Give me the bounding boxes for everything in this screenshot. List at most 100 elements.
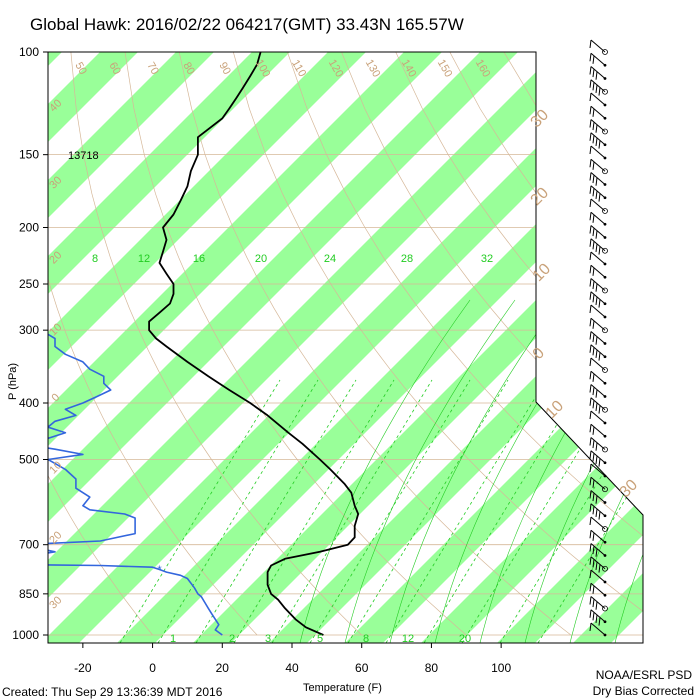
wind-barb-flag	[592, 347, 595, 356]
wind-barb	[589, 185, 607, 202]
wind-barb	[589, 556, 608, 573]
lower-mixing-ratio-label: 8	[363, 633, 369, 645]
wind-barb-station	[603, 103, 607, 107]
dry-adiabat	[70, 52, 362, 636]
wind-barb	[589, 423, 607, 438]
wind-barb-station	[602, 208, 608, 214]
wind-barb	[589, 476, 608, 493]
wind-barb-flag	[592, 122, 595, 131]
wind-barb-station	[603, 156, 607, 160]
wind-barb-flag	[589, 66, 592, 75]
wind-barb	[589, 437, 608, 453]
wind-barb-staff	[590, 543, 606, 556]
wind-barb-flag	[589, 225, 592, 234]
wind-barb-flag	[592, 506, 595, 515]
wind-barb	[589, 463, 607, 478]
wind-barb-station	[602, 367, 608, 373]
y-tick-label: 300	[19, 323, 39, 337]
wind-barb-flag	[589, 477, 592, 486]
wind-barb-flag	[589, 357, 592, 367]
wind-barb-staff	[590, 596, 606, 609]
wind-barb	[589, 225, 607, 239]
wind-barb-flag	[595, 455, 598, 465]
wind-barb-station	[603, 355, 607, 359]
wind-barb-station	[603, 501, 607, 504]
wind-barb-station	[603, 461, 607, 465]
wind-barb-staff	[590, 317, 606, 331]
wind-barb-station	[603, 342, 607, 345]
wind-barb-flag	[598, 140, 601, 149]
wind-barb-flag	[592, 320, 595, 329]
moist-adiabat	[299, 299, 471, 643]
wind-barb-staff	[590, 185, 606, 199]
mixing-ratio-label: 20	[255, 253, 267, 265]
wind-barb-flag	[592, 532, 595, 541]
wind-barb-flag	[592, 108, 595, 117]
wind-barb	[589, 397, 608, 414]
wind-barb-flag	[589, 397, 592, 406]
wind-barb-flag	[589, 450, 592, 459]
wind-barb-flag	[598, 246, 601, 255]
lower-mixing-ratio-label: 3	[265, 633, 271, 645]
wind-barb	[589, 132, 607, 149]
wind-barb	[589, 158, 608, 175]
wind-barb	[589, 450, 607, 467]
wind-barb-flag	[592, 69, 595, 78]
x-tick-label: 80	[425, 661, 439, 675]
wind-barb-flag	[592, 479, 595, 488]
lower-mixing-ratio-label: 5	[317, 633, 323, 645]
wind-barb-flag	[589, 543, 592, 552]
wind-barb-flag	[592, 585, 595, 594]
wind-barb-flag	[589, 185, 592, 194]
dry-adiabat	[48, 52, 153, 636]
wind-barb-flag	[595, 548, 598, 557]
x-tick-label: 40	[285, 661, 299, 675]
wind-barb-flag	[592, 599, 595, 608]
bias-label: Dry Bias Corrected	[593, 684, 694, 698]
wind-barb	[589, 344, 607, 361]
wind-barb-station	[603, 540, 607, 544]
wind-barb	[589, 92, 607, 107]
wind-barb-flag	[589, 238, 592, 247]
wind-barb-station	[603, 183, 607, 186]
wind-barb-flag	[598, 458, 601, 467]
wind-barb-staff	[590, 132, 606, 146]
mixing-ratio-label: 8	[92, 253, 98, 265]
lower-mixing-ratio-label: 20	[459, 633, 471, 645]
wind-barb-staff	[590, 119, 606, 132]
humidity-band	[288, 52, 643, 643]
wind-barb-flag	[595, 349, 598, 359]
wind-barb-flag	[592, 294, 595, 303]
wind-barb-flag	[598, 193, 601, 202]
humidity-band	[364, 52, 643, 643]
dewpoint-marker: *	[157, 564, 162, 576]
y-axis-title: P (hPa)	[7, 363, 19, 400]
wind-barb	[589, 516, 608, 532]
wind-barb	[589, 357, 608, 373]
wind-barb-flag	[589, 503, 592, 512]
wind-barb-flag	[592, 55, 595, 64]
wind-barb-flag	[589, 622, 592, 632]
humidity-band	[48, 52, 594, 643]
wind-barb-flag	[592, 426, 595, 435]
isotherm-label: 50	[72, 60, 89, 77]
dry-adiabat	[178, 52, 572, 636]
wind-barb-flag	[592, 400, 595, 409]
wind-barb-staff	[590, 92, 606, 106]
wind-barb-staff	[590, 79, 606, 93]
wind-barb-station	[602, 406, 608, 413]
wind-barb-flag	[598, 405, 601, 414]
wind-barb	[589, 211, 607, 226]
wind-barb-flag	[589, 384, 592, 393]
wind-barb-flag	[592, 135, 595, 144]
wind-barb-station	[602, 565, 608, 572]
wind-barb-flag	[589, 92, 592, 102]
wind-barb-flag	[589, 371, 592, 380]
humidity-band	[48, 52, 366, 643]
chart-title: Global Hawk: 2016/02/22 064217(GMT) 33.4…	[30, 15, 464, 34]
y-tick-label: 100	[19, 45, 39, 59]
wind-barb-flag	[589, 596, 592, 605]
wind-barb-flag	[592, 493, 595, 502]
wind-barb-staff	[590, 476, 606, 490]
